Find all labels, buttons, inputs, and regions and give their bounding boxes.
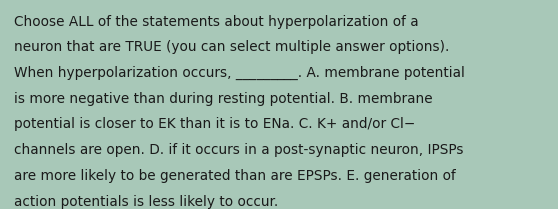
Text: are more likely to be generated than are EPSPs. E. generation of: are more likely to be generated than are… — [14, 169, 456, 183]
Text: potential is closer to EK than it is to ENa. C. K+ and/or Cl−: potential is closer to EK than it is to … — [14, 117, 415, 131]
Text: action potentials is less likely to occur.: action potentials is less likely to occu… — [14, 195, 278, 209]
Text: Choose ALL of the statements about hyperpolarization of a: Choose ALL of the statements about hyper… — [14, 15, 418, 29]
Text: When hyperpolarization occurs, _________. A. membrane potential: When hyperpolarization occurs, _________… — [14, 66, 465, 80]
Text: is more negative than during resting potential. B. membrane: is more negative than during resting pot… — [14, 92, 432, 106]
Text: neuron that are TRUE (you can select multiple answer options).: neuron that are TRUE (you can select mul… — [14, 40, 449, 54]
Text: channels are open. D. if it occurs in a post-synaptic neuron, IPSPs: channels are open. D. if it occurs in a … — [14, 143, 464, 157]
